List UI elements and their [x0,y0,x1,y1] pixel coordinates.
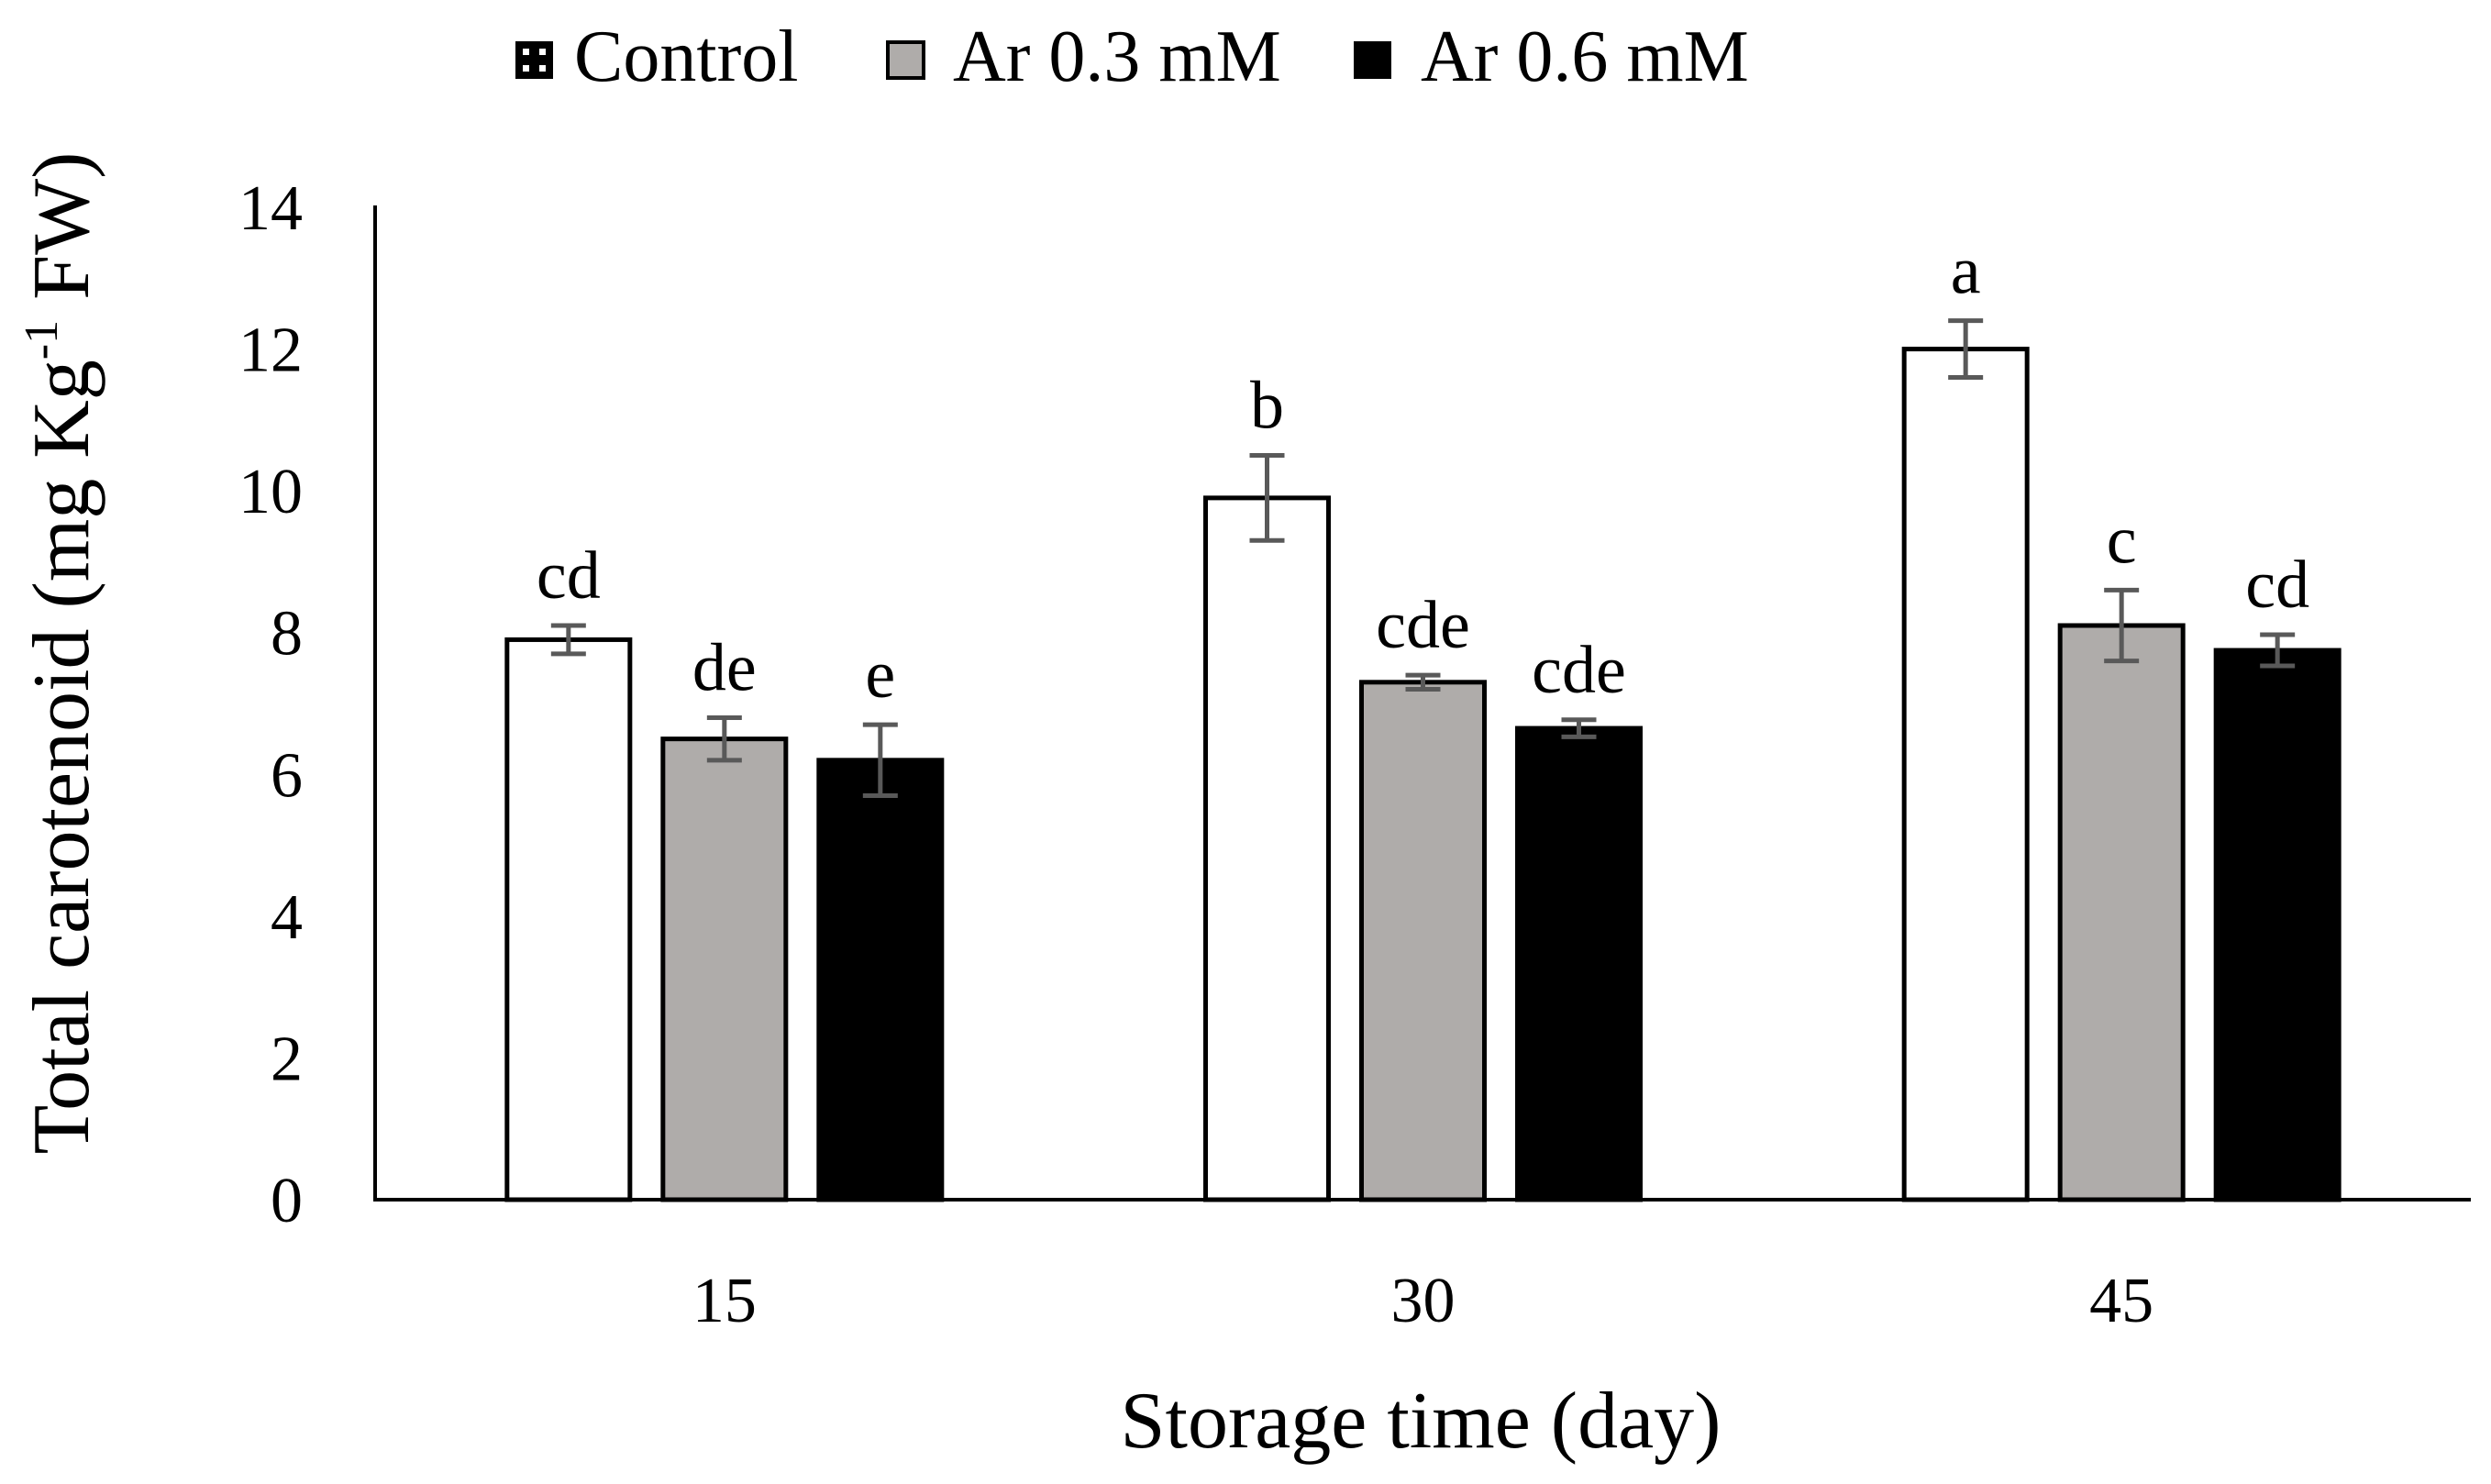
error-bar-15-ar-0-6-mm [862,722,898,798]
significance-label-15-ar-0-6-mm: e [865,637,895,713]
legend-swatch-ar-0-3-mm [886,40,925,80]
error-bar-45-ar-0-6-mm [2260,632,2296,669]
error-bar-30-ar-0-3-mm [1405,672,1441,692]
legend-item-control: Control [515,17,798,97]
legend-label-control: Control [574,17,798,97]
legend-swatch-dot [539,65,546,72]
bar-15-ar-0-6-mm [816,758,945,1202]
bars [504,347,2342,1202]
y-tick-label-10: 10 [238,457,303,527]
bar-30-ar-0-6-mm [1515,725,1643,1202]
legend-swatch-control [515,41,553,79]
legend-swatch-ar-0-6-mm [1354,41,1391,79]
legend-swatch-dot [523,49,529,55]
bar-45-ar-0-3-mm [2057,623,2186,1202]
legend-label-ar-0-3-mm: Ar 0.3 mM [953,17,1281,97]
legend-label-ar-0-6-mm: Ar 0.6 mM [1421,17,1749,97]
y-axis-ticks: 0 2 4 6 8 10 12 14 [238,173,303,1236]
y-tick-label-6: 6 [271,740,303,811]
bar-15-ar-0-3-mm [660,736,789,1202]
error-bar-45-control [1948,318,1984,380]
bar-15-control [504,637,633,1202]
significance-label-30-ar-0-6-mm: cde [1532,633,1626,708]
error-bar-45-ar-0-3-mm [2104,587,2140,664]
bar-30-control [1203,495,1331,1202]
error-bar-30-ar-0-6-mm [1561,717,1597,739]
x-category-label-15: 15 [692,1266,757,1336]
error-bar-15-control [550,623,586,657]
significance-label-30-ar-0-3-mm: cde [1376,588,1470,663]
legend-item-ar-0-6-mm: Ar 0.6 mM [1354,17,1749,97]
y-tick-label-4: 4 [271,882,303,953]
error-bar-15-ar-0-3-mm [706,714,742,763]
x-axis-categories: 15 30 45 [692,1266,2153,1336]
y-axis-title: Total carotenoid (mg Kg-1 FW) [16,152,106,1155]
y-tick-label-2: 2 [271,1024,303,1094]
bar-45-control [1901,347,2030,1202]
error-bars [550,318,2296,798]
y-tick-label-0: 0 [271,1166,303,1236]
legend-swatch-dot [539,49,546,55]
error-bar-30-control [1249,453,1285,543]
legend-swatch-dot [523,65,529,72]
y-axis-title-superscript: -1 [16,320,68,360]
y-tick-label-8: 8 [271,599,303,670]
significance-label-15-ar-0-3-mm: de [692,630,757,705]
x-category-label-45: 45 [2089,1266,2153,1336]
x-axis-title: Storage time (day) [1121,1377,1722,1466]
significance-label-30-control: b [1250,369,1284,444]
y-tick-label-12: 12 [238,316,303,386]
y-tick-label-14: 14 [238,173,303,244]
significance-label-45-ar-0-3-mm: c [2107,503,2137,578]
significance-label-45-control: a [1951,234,1981,309]
bar-30-ar-0-3-mm [1359,680,1487,1202]
y-axis-title-tail: FW) [17,152,106,320]
significance-label-45-ar-0-6-mm: cd [2245,548,2309,623]
significance-label-15-control: cd [537,538,601,614]
legend: Control Ar 0.3 mM Ar 0.6 mM [515,17,1749,97]
y-axis-title-main: Total carotenoid (mg Kg [17,360,106,1154]
legend-item-ar-0-3-mm: Ar 0.3 mM [886,17,1281,97]
bar-45-ar-0-6-mm [2213,648,2342,1202]
x-category-label-30: 30 [1391,1266,1456,1336]
